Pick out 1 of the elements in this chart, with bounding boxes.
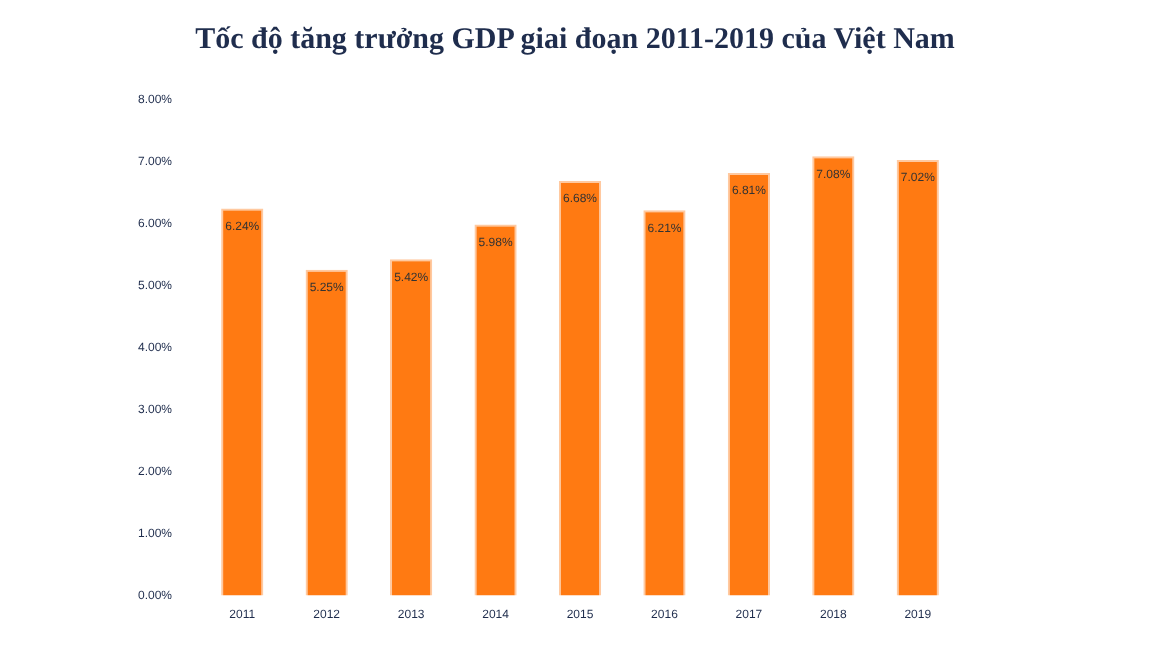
chart-title: Tốc độ tăng trưởng GDP giai đoạn 2011-2019 của Việt Nam	[193, 22, 957, 60]
